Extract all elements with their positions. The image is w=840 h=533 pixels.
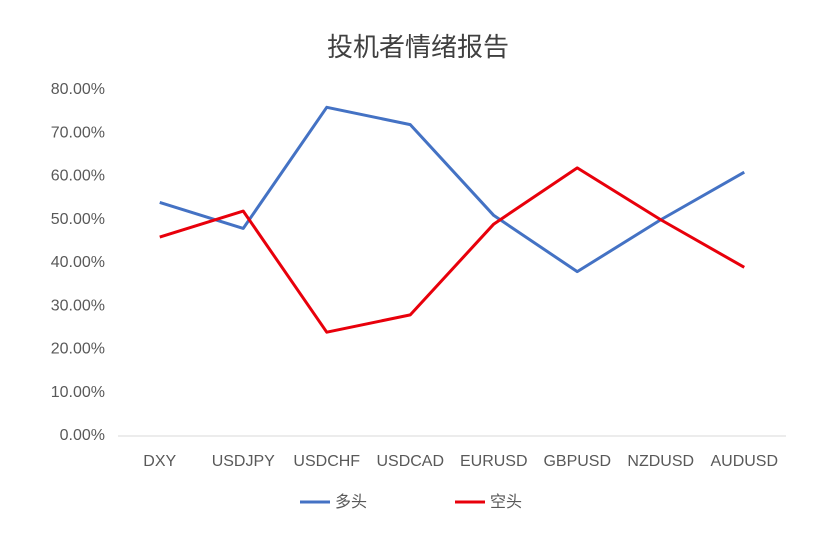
x-tick-label: AUDUSD xyxy=(710,453,778,470)
x-tick-label: EURUSD xyxy=(460,453,528,470)
y-tick-label: 40.00% xyxy=(51,254,105,271)
x-tick-label: NZDUSD xyxy=(627,453,694,470)
x-tick-label: GBPUSD xyxy=(543,453,611,470)
y-tick-label: 30.00% xyxy=(51,297,105,314)
y-tick-label: 70.00% xyxy=(51,124,105,141)
y-tick-label: 60.00% xyxy=(51,168,105,185)
y-tick-label: 80.00% xyxy=(51,81,105,98)
data-line xyxy=(159,166,745,334)
data-line xyxy=(159,105,745,274)
y-tick-label: 0.00% xyxy=(60,427,105,444)
legend-label: 多头 xyxy=(335,493,367,511)
chart-title: 投机者情绪报告 xyxy=(327,32,509,62)
x-tick-label: USDCAD xyxy=(376,453,444,470)
y-tick-label: 10.00% xyxy=(51,384,105,401)
x-tick-label: DXY xyxy=(143,453,176,470)
x-tick-label: USDJPY xyxy=(212,453,275,470)
y-tick-label: 20.00% xyxy=(51,341,105,358)
legend-label: 空头 xyxy=(490,493,522,511)
x-tick-label: USDCHF xyxy=(293,453,360,470)
y-tick-label: 50.00% xyxy=(51,211,105,228)
